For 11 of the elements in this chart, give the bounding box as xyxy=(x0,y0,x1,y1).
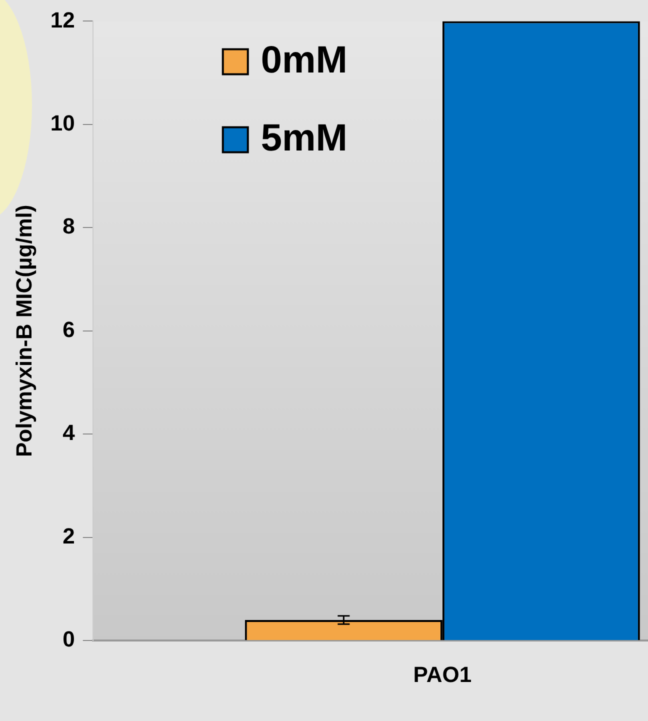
y-tick-label: 4 xyxy=(62,420,76,446)
y-tick-label: 2 xyxy=(62,523,75,548)
legend-label: 5mM xyxy=(260,118,348,160)
y-axis-title: Polymyxin-B MIC(µg/ml) xyxy=(11,204,36,458)
y-tick-label: 8 xyxy=(62,214,75,239)
y-tick-label: 6 xyxy=(62,316,75,342)
x-tick-label: PAO1 xyxy=(413,662,472,687)
y-tick-label: 12 xyxy=(50,7,75,32)
y-tick-label: 10 xyxy=(50,110,75,136)
legend-label: 0mM xyxy=(260,40,348,82)
y-tick-label: 0 xyxy=(62,626,75,652)
